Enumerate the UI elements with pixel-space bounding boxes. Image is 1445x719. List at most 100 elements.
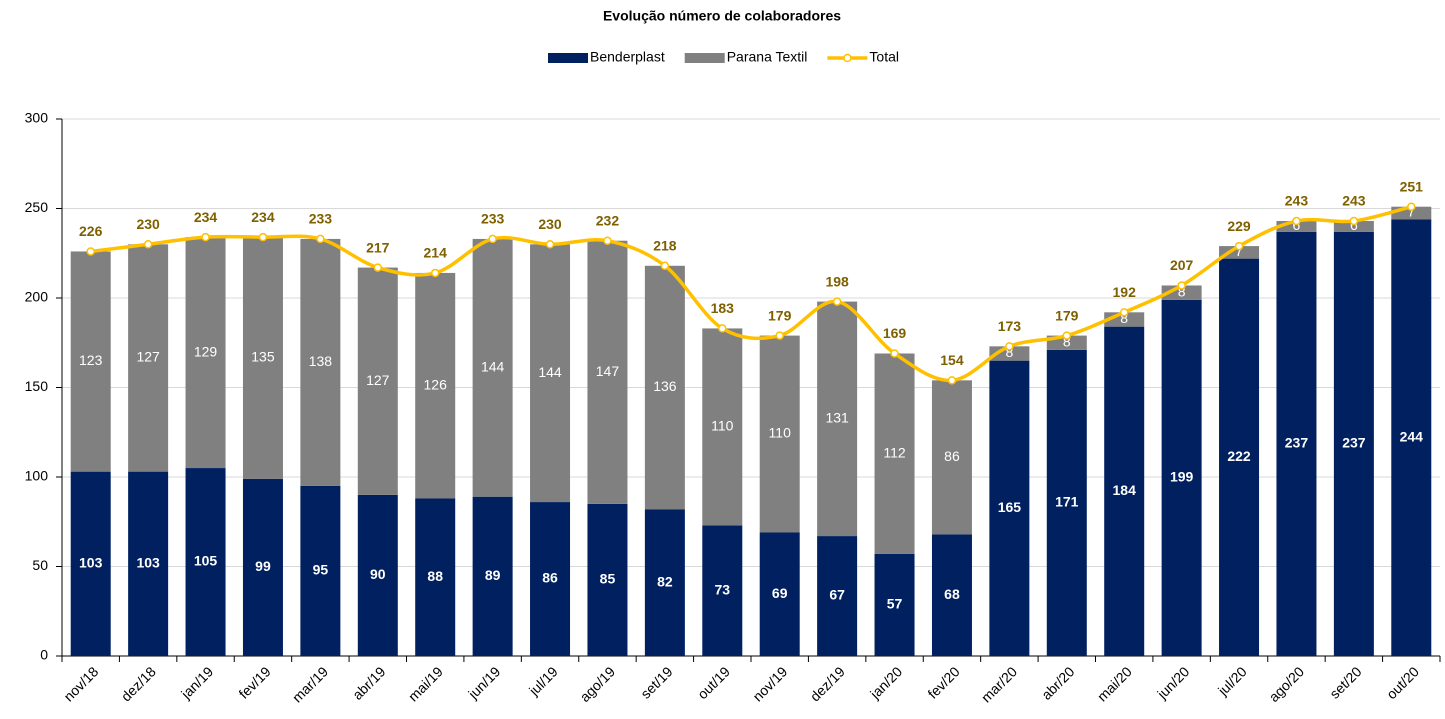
data-label: 8 [1178, 283, 1186, 299]
total-label: 198 [825, 273, 849, 289]
data-label: 105 [194, 553, 218, 569]
data-label: 127 [366, 372, 390, 388]
chart-title: Evolução número de colaboradores [603, 8, 841, 24]
total-marker [143, 240, 153, 249]
data-label: 73 [715, 581, 731, 597]
total-label: 207 [1170, 257, 1194, 273]
data-label: 165 [998, 499, 1022, 515]
data-label: 129 [194, 343, 218, 359]
y-tick-label: 250 [25, 199, 49, 215]
bar-segment [1391, 219, 1432, 657]
bar-segment [70, 471, 111, 656]
total-marker [430, 268, 440, 278]
x-tick-label: out/20 [1383, 663, 1422, 702]
total-marker [775, 331, 784, 340]
total-label: 179 [1055, 307, 1079, 323]
total-label: 154 [940, 352, 964, 368]
bar-segment [1333, 231, 1374, 656]
total-label: 169 [883, 325, 907, 341]
total-label: 217 [366, 239, 390, 255]
y-tick-label: 50 [32, 557, 48, 573]
bar-segment [357, 494, 398, 656]
data-label: 123 [79, 352, 103, 368]
x-tick-label: fev/19 [235, 663, 273, 701]
bar-segment [817, 536, 858, 656]
data-label: 103 [136, 555, 160, 571]
x-tick-label: nov/18 [60, 663, 101, 704]
legend-swatch [684, 53, 725, 63]
total-label: 234 [194, 209, 218, 225]
data-label: 57 [887, 596, 903, 612]
bar-segment [415, 498, 456, 656]
data-label: 144 [538, 364, 562, 380]
total-marker [1292, 216, 1301, 226]
data-label: 90 [370, 566, 386, 582]
bar-segment [759, 335, 800, 533]
data-label: 110 [769, 425, 792, 441]
total-label: 243 [1285, 193, 1309, 209]
bar-segment [357, 267, 398, 495]
data-label: 237 [1285, 435, 1309, 451]
bar-segment [472, 238, 513, 497]
legend-label: Benderplast [590, 49, 665, 65]
bar-segment [300, 485, 341, 656]
bar-segment [587, 240, 628, 504]
x-tick-label: abr/19 [349, 663, 389, 703]
bar-segment [128, 244, 169, 472]
data-label: 82 [657, 573, 673, 589]
total-marker [1119, 308, 1129, 317]
x-tick-label: jul/19 [525, 663, 561, 699]
bar-segment [931, 380, 972, 535]
data-label: 184 [1113, 482, 1137, 498]
x-tick-label: ago/20 [1266, 663, 1308, 705]
bar-segment [1276, 221, 1317, 232]
data-label: 8 [1005, 344, 1013, 360]
total-label: 234 [251, 209, 275, 225]
data-label: 131 [825, 410, 849, 426]
total-label: 183 [711, 300, 735, 316]
data-label: 144 [481, 359, 505, 375]
bar-segment [1276, 231, 1317, 656]
y-tick-label: 300 [25, 110, 49, 126]
total-label: 179 [768, 307, 792, 323]
total-marker [373, 263, 383, 272]
data-label: 126 [424, 376, 448, 392]
bar-segment [644, 509, 685, 656]
data-label: 199 [1170, 469, 1194, 485]
bar-segment [644, 265, 685, 510]
y-tick-label: 100 [25, 468, 49, 484]
bar-segment [185, 237, 226, 469]
total-label: 243 [1342, 193, 1366, 209]
x-tick-label: jun/19 [464, 663, 503, 702]
total-marker [603, 236, 612, 245]
total-marker [1062, 331, 1072, 340]
data-label: 244 [1400, 428, 1424, 444]
bar-segment [472, 496, 513, 656]
data-label: 135 [251, 349, 275, 365]
x-tick-label: dez/18 [118, 663, 159, 704]
data-label: 85 [600, 571, 616, 587]
y-tick-label: 200 [25, 289, 49, 305]
x-tick-label: mar/19 [289, 663, 331, 705]
data-label: 112 [883, 444, 906, 460]
bar-segment [128, 471, 169, 656]
total-marker [947, 376, 957, 385]
total-label: 173 [998, 318, 1022, 334]
bar-segment [530, 244, 571, 503]
bar-segment [1333, 221, 1374, 232]
total-marker [201, 232, 210, 242]
total-label: 233 [481, 211, 505, 227]
x-tick-label: ago/19 [577, 663, 619, 705]
total-label: 226 [79, 223, 103, 239]
bar-segment [185, 468, 226, 656]
total-marker [1177, 281, 1186, 290]
bar-segment [931, 534, 972, 656]
data-label: 222 [1227, 448, 1251, 464]
bar-segment [1104, 326, 1145, 656]
total-marker [1349, 216, 1359, 226]
bar-segment [242, 237, 283, 479]
legend-swatch [548, 53, 588, 63]
bar-segment [702, 328, 743, 526]
x-tick-label: mai/19 [405, 663, 446, 704]
